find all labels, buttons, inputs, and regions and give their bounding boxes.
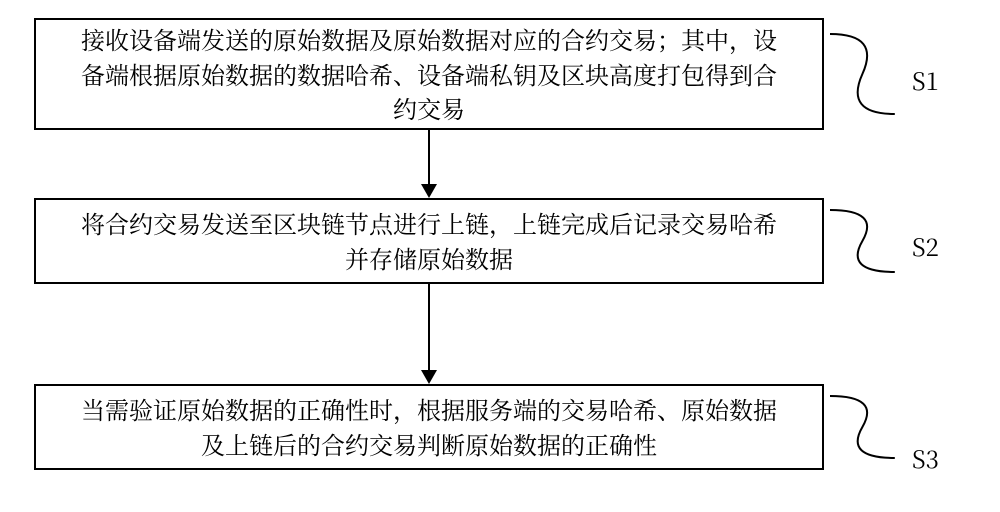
- arrow-s2-s3: [419, 284, 439, 386]
- step-box-s3: 当需验证原始数据的正确性时，根据服务端的交易哈希、原始数据 及上链后的合约交易判…: [34, 384, 824, 470]
- step-text-s2: 将合约交易发送至区块链节点进行上链，上链完成后记录交易哈希 并存储原始数据: [81, 206, 777, 276]
- arrow-s1-s2: [419, 130, 439, 200]
- step-label-s3: S3: [912, 440, 939, 475]
- step-box-s1: 接收设备端发送的原始数据及原始数据对应的合约交易；其中，设 备端根据原始数据的数…: [34, 18, 824, 130]
- flowchart-canvas: 接收设备端发送的原始数据及原始数据对应的合约交易；其中，设 备端根据原始数据的数…: [0, 0, 1000, 512]
- step-label-s2: S2: [912, 228, 939, 263]
- brace-s3: [830, 386, 922, 468]
- brace-s2: [830, 200, 922, 282]
- step-box-s2: 将合约交易发送至区块链节点进行上链，上链完成后记录交易哈希 并存储原始数据: [34, 198, 824, 284]
- step-label-s1: S1: [912, 62, 939, 97]
- step-text-s3: 当需验证原始数据的正确性时，根据服务端的交易哈希、原始数据 及上链后的合约交易判…: [81, 392, 777, 462]
- step-text-s1: 接收设备端发送的原始数据及原始数据对应的合约交易；其中，设 备端根据原始数据的数…: [81, 22, 777, 126]
- brace-s1: [830, 24, 922, 124]
